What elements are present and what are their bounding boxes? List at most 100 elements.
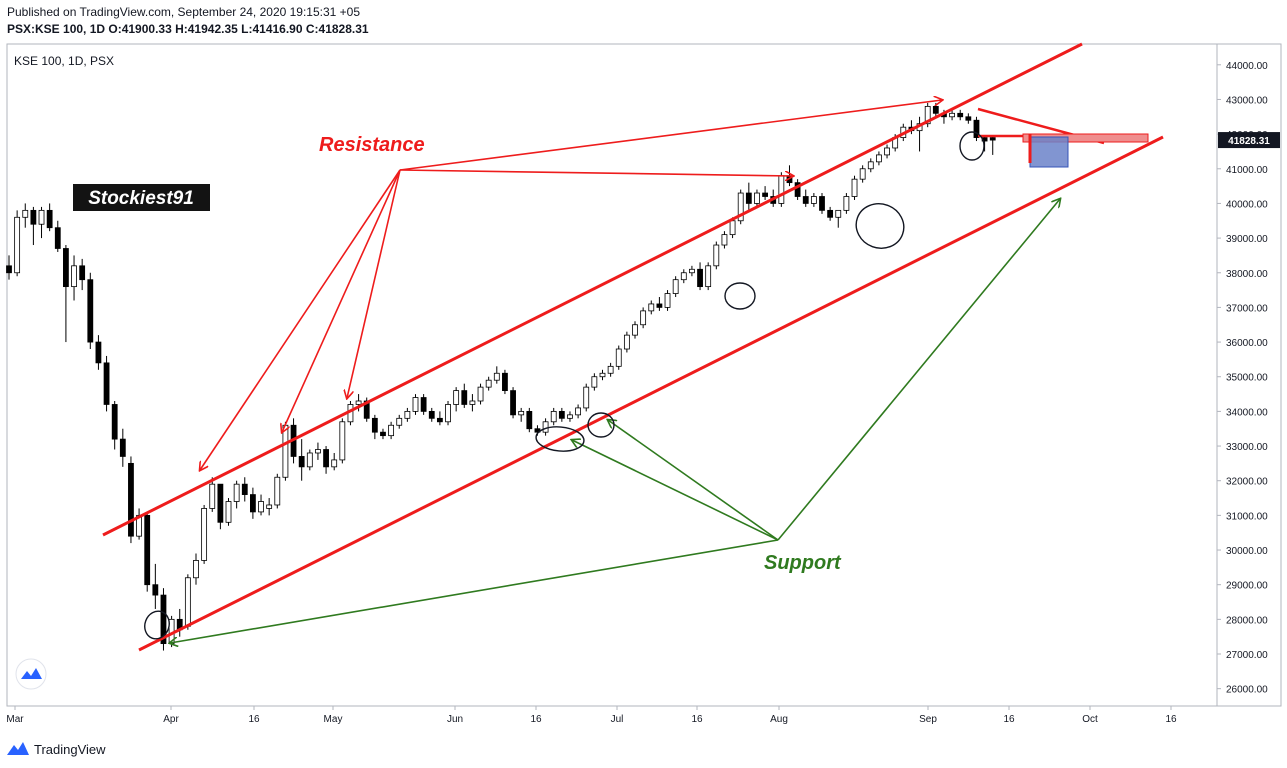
y-tick-label: 27000.00 [1226, 650, 1268, 661]
y-tick-label: 35000.00 [1226, 373, 1268, 384]
support-arrow [170, 539, 779, 643]
candle-body [957, 112, 964, 118]
last-price-text: 41828.31 [1228, 136, 1270, 147]
y-tick-label: 43000.00 [1226, 95, 1268, 106]
candle-body [306, 452, 313, 468]
watermark: Stockiest91 [73, 184, 210, 211]
candle-body [404, 410, 411, 419]
candle-body [827, 209, 834, 218]
candle-body [493, 372, 500, 381]
highlight-circle [144, 610, 170, 640]
support-arrow [572, 440, 779, 541]
published-line: Published on TradingView.com, September … [7, 5, 361, 19]
candle-body [802, 196, 809, 204]
y-tick-label: 33000.00 [1226, 442, 1268, 453]
candle-body [949, 112, 955, 118]
candle-body [119, 438, 126, 457]
candle-body [160, 594, 167, 645]
annotation-circles [144, 131, 985, 640]
candle-body [209, 483, 216, 509]
candle-body [412, 397, 419, 412]
candle-body [884, 147, 890, 156]
candle-body [87, 279, 94, 343]
candle-body [193, 560, 199, 579]
x-tick-label: Apr [163, 714, 179, 725]
candle-body [111, 404, 118, 440]
x-axis: Mar Apr 16 May Jun 16 Jul 16 Aug Sep 16 Oct 16 [6, 706, 1177, 725]
y-tick-label: 41000.00 [1226, 165, 1268, 176]
target-box [1029, 136, 1069, 168]
candle-body [38, 209, 45, 225]
candle-body [640, 310, 647, 326]
candle-body [282, 424, 289, 478]
candle-body [680, 272, 687, 281]
candle-body [30, 209, 37, 225]
candle-body [469, 400, 476, 405]
resistance-arrow [399, 100, 942, 171]
highlight-circle [855, 203, 905, 249]
x-tick-label: Sep [919, 714, 937, 725]
candle-body [737, 192, 744, 222]
highlight-circle [587, 412, 615, 438]
candle-body [550, 410, 557, 423]
candle-body [355, 400, 362, 405]
x-tick-label: Jun [447, 714, 463, 725]
candle-body [721, 234, 728, 246]
x-tick-label: Mar [6, 714, 24, 725]
y-tick-label: 29000.00 [1226, 581, 1268, 592]
tv-logo-icon[interactable] [15, 658, 47, 690]
highlight-circle [724, 282, 756, 310]
candle-body [339, 421, 346, 461]
candle-body [315, 449, 321, 454]
candle-body [152, 584, 159, 596]
candle-body [201, 508, 208, 561]
x-tick-label: Aug [770, 714, 788, 725]
candle-body [518, 410, 525, 416]
support-line [138, 135, 1164, 652]
candle-body [217, 483, 224, 523]
candle-body [810, 196, 817, 204]
candle-body [615, 348, 622, 367]
candle-body [54, 227, 61, 249]
y-tick-label: 34000.00 [1226, 407, 1268, 418]
candle-body [453, 390, 460, 405]
symbol-label: KSE 100, 1D, PSX [14, 54, 114, 68]
candle-body [380, 431, 386, 437]
candle-body [103, 362, 110, 405]
support-arrow [777, 199, 1060, 541]
candle-body [965, 116, 972, 121]
candle-body [371, 417, 378, 433]
candle-body [713, 244, 720, 267]
candle-body [6, 265, 12, 274]
y-tick-label: 40000.00 [1226, 199, 1268, 210]
y-tick-label: 30000.00 [1226, 546, 1268, 557]
candle-body [241, 483, 248, 495]
candle-body [973, 119, 980, 138]
resistance-arrow [200, 169, 401, 470]
candle-body [778, 175, 785, 204]
tradingview-footer[interactable]: TradingView [6, 740, 106, 758]
candle-body [607, 365, 614, 374]
candle-body [445, 404, 451, 423]
candle-body [705, 265, 712, 288]
highlight-circle [535, 426, 585, 452]
candle-body [558, 410, 565, 419]
y-axis: 26000.00 27000.00 28000.00 29000.00 30000.00… [1217, 61, 1268, 696]
candle-body [754, 192, 760, 204]
x-tick-label: 16 [530, 714, 542, 725]
candle-body [71, 265, 77, 288]
candle-body [672, 279, 679, 294]
candle-body [697, 268, 703, 288]
candle-body [331, 459, 338, 468]
candle-body [128, 462, 134, 537]
candle-body [485, 379, 492, 388]
candle-body [298, 456, 305, 468]
candle-body [363, 400, 370, 419]
candle-body [542, 421, 549, 433]
candle-body [819, 196, 825, 211]
y-tick-label: 26000.00 [1226, 685, 1268, 696]
candle-body [388, 424, 395, 437]
candle-body [249, 494, 256, 513]
position-boxes [1022, 133, 1149, 168]
